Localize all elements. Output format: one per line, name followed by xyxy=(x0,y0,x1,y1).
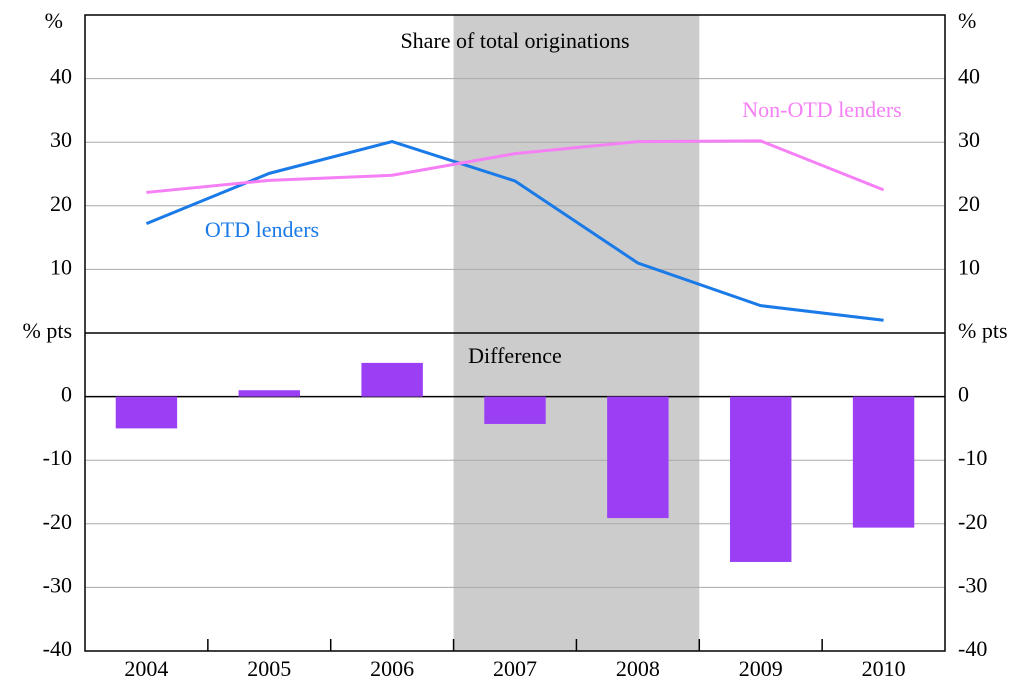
y-tick-label-right: -40 xyxy=(958,636,987,661)
series-label: Non-OTD lenders xyxy=(742,97,901,122)
y-tick-label-left: 10 xyxy=(50,254,72,279)
y-unit-right: % pts xyxy=(958,318,1008,343)
y-tick-label-right: -10 xyxy=(958,445,987,470)
y-tick-label-left: -30 xyxy=(43,572,72,597)
bar xyxy=(238,390,300,397)
y-tick-label-left: -20 xyxy=(43,509,72,534)
line xyxy=(146,139,885,194)
y-tick-label-left: 0 xyxy=(61,382,72,407)
bar xyxy=(852,396,915,528)
y-tick-label-right: 20 xyxy=(958,191,980,216)
y-tick-label-right: 30 xyxy=(958,127,980,152)
bar xyxy=(484,396,546,424)
x-tick-label: 2007 xyxy=(493,656,537,681)
y-unit-left: % xyxy=(45,8,63,33)
panel-title: Share of total originations xyxy=(400,28,629,53)
y-tick-label-left: -40 xyxy=(43,636,72,661)
y-unit-left: % pts xyxy=(23,318,73,343)
y-tick-label-left: 40 xyxy=(50,64,72,89)
y-tick-label-right: -20 xyxy=(958,509,987,534)
bar xyxy=(361,362,423,397)
x-tick-label: 2006 xyxy=(370,656,414,681)
y-tick-label-right: 10 xyxy=(958,254,980,279)
y-unit-right: % xyxy=(958,8,976,33)
y-tick-label-right: 40 xyxy=(958,64,980,89)
x-tick-label: 2004 xyxy=(124,656,168,681)
panel-title: Difference xyxy=(468,343,562,368)
y-tick-label-left: 20 xyxy=(50,191,72,216)
x-tick-label: 2005 xyxy=(247,656,291,681)
plot-border xyxy=(84,14,946,652)
y-tick-label-left: -10 xyxy=(43,445,72,470)
x-tick-label: 2008 xyxy=(616,656,660,681)
line xyxy=(145,140,884,322)
y-tick-label-left: 30 xyxy=(50,127,72,152)
bar xyxy=(115,396,178,429)
y-tick-label-right: 0 xyxy=(958,382,969,407)
bar xyxy=(607,396,669,519)
x-tick-label: 2009 xyxy=(739,656,783,681)
y-tick-label-right: -30 xyxy=(958,572,987,597)
series-label: OTD lenders xyxy=(205,217,319,242)
bar xyxy=(730,396,792,562)
x-tick-label: 2010 xyxy=(862,656,906,681)
